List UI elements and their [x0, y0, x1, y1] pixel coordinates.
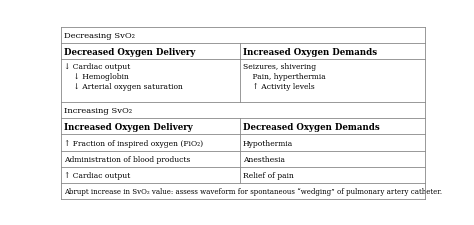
Bar [240, 44, 425, 60]
Text: Decreased Oxygen Demands: Decreased Oxygen Demands [243, 122, 380, 131]
Text: Increased Oxygen Delivery: Increased Oxygen Delivery [64, 122, 193, 131]
Bar [61, 151, 240, 167]
Bar [61, 103, 425, 119]
Bar [240, 167, 425, 183]
Bar [240, 60, 425, 103]
Bar [240, 119, 425, 135]
Text: Abrupt increase in SvO₂ value: assess waveform for spontaneous “wedging” of pulm: Abrupt increase in SvO₂ value: assess wa… [64, 187, 442, 195]
Bar [61, 167, 240, 183]
Text: Increasing SvO₂: Increasing SvO₂ [64, 107, 132, 115]
Bar [61, 60, 240, 103]
Bar [61, 44, 240, 60]
Text: ↑ Fraction of inspired oxygen (FiO₂): ↑ Fraction of inspired oxygen (FiO₂) [64, 139, 203, 147]
Bar [240, 151, 425, 167]
Text: Decreased Oxygen Delivery: Decreased Oxygen Delivery [64, 48, 195, 56]
Text: ↓ Cardiac output
    ↓ Hemoglobin
    ↓ Arterial oxygen saturation: ↓ Cardiac output ↓ Hemoglobin ↓ Arterial… [64, 62, 183, 90]
Bar [61, 135, 240, 151]
Bar [61, 119, 240, 135]
Bar [240, 135, 425, 151]
Bar [61, 183, 425, 199]
Text: Relief of pain: Relief of pain [243, 171, 294, 179]
Text: ↑ Cardiac output: ↑ Cardiac output [64, 171, 130, 179]
Text: Administration of blood products: Administration of blood products [64, 155, 191, 163]
Bar [61, 28, 425, 44]
Text: Seizures, shivering
    Pain, hyperthermia
    ↑ Activity levels: Seizures, shivering Pain, hyperthermia ↑… [243, 62, 326, 90]
Text: Increased Oxygen Demands: Increased Oxygen Demands [243, 48, 377, 56]
Text: Decreasing SvO₂: Decreasing SvO₂ [64, 32, 135, 40]
Text: Hypothermia: Hypothermia [243, 139, 293, 147]
Text: Anesthesia: Anesthesia [243, 155, 285, 163]
